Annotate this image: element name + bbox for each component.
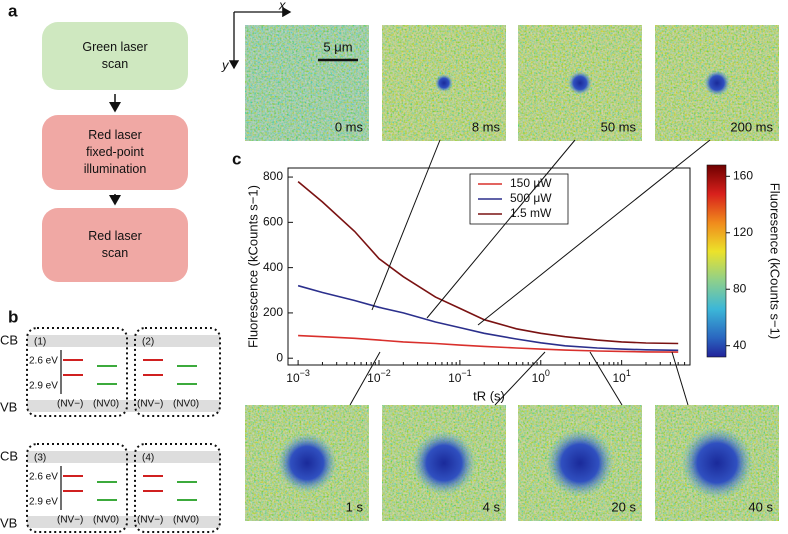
flow-text: illumination	[84, 162, 147, 176]
level-label: 2.6 eV	[29, 356, 58, 367]
colorbar-tick-label: 40	[733, 338, 747, 352]
diagram-frame	[134, 327, 221, 417]
legend-frame	[469, 173, 569, 225]
colorbar-label: Fluoresence (kCounts s−1)	[768, 183, 783, 339]
image-label: 8 ms	[472, 119, 501, 134]
panel-label: a	[8, 1, 18, 20]
depletion-spot	[277, 433, 337, 493]
series-line	[297, 284, 679, 352]
x-tick-label: 10−2	[367, 368, 391, 385]
y-tick-label: 0	[276, 350, 283, 364]
connector	[477, 139, 711, 326]
legend-label: 150 μW	[510, 176, 552, 190]
depletion-spot	[412, 431, 476, 495]
y-tick-label: 600	[263, 215, 283, 229]
flow-box	[42, 208, 188, 282]
species-label: (NV−)	[137, 515, 163, 526]
band-label: CB	[0, 448, 18, 463]
connector	[371, 139, 441, 311]
flow-text: scan	[102, 246, 128, 260]
flow-box	[42, 115, 188, 190]
depletion-spot	[435, 74, 453, 92]
band	[27, 400, 220, 412]
axis-letter: x	[278, 0, 286, 12]
species-label: (NV−)	[57, 515, 83, 526]
scale-bar-label: 5 μm	[323, 39, 352, 54]
species-label: (NV−)	[57, 399, 83, 410]
step-label: (4)	[142, 453, 154, 464]
image-label: 1 s	[346, 499, 364, 514]
flow-text: fixed-point	[86, 145, 144, 159]
connector	[426, 139, 576, 319]
colorbar	[706, 164, 727, 358]
species-label: (NV0)	[173, 399, 199, 410]
image-label: 50 ms	[601, 119, 637, 134]
connector	[349, 351, 381, 406]
step-label: (1)	[34, 337, 46, 348]
image-label: 4 s	[483, 499, 501, 514]
level-label: 2.6 eV	[29, 472, 58, 483]
x-axis-label: tR (s)	[473, 388, 505, 403]
depletion-spot	[704, 70, 730, 96]
connector	[589, 351, 623, 406]
band	[27, 335, 220, 347]
depletion-spot	[568, 71, 592, 95]
connector	[671, 351, 689, 406]
image-noise	[245, 25, 369, 141]
band-label: VB	[0, 515, 17, 530]
series-line	[298, 334, 679, 353]
y-tick-label: 800	[263, 169, 283, 183]
flow-box	[42, 22, 188, 90]
species-label: (NV0)	[173, 515, 199, 526]
panel-label: c	[232, 149, 241, 168]
diagram-frame	[26, 327, 128, 417]
connector	[494, 351, 546, 406]
image-label: 40 s	[748, 499, 773, 514]
flow-text: Red laser	[88, 128, 142, 142]
image-label: 20 s	[611, 499, 636, 514]
panel-label: b	[8, 307, 18, 326]
legend-label: 1.5 mW	[510, 206, 552, 220]
colorbar-tick-label: 160	[733, 168, 753, 182]
species-label: (NV−)	[137, 399, 163, 410]
flow-text: scan	[102, 57, 128, 71]
image-label: 200 ms	[730, 119, 773, 134]
level-label: 2.9 eV	[29, 497, 58, 508]
x-tick-label: 101	[612, 368, 630, 385]
colorbar-tick-label: 120	[733, 225, 753, 239]
flow-text: Green laser	[82, 40, 147, 54]
axis-letter: y	[221, 57, 230, 72]
x-tick-label: 10−1	[448, 368, 472, 385]
x-tick-label: 10−3	[286, 368, 310, 385]
band	[27, 516, 220, 528]
plot-frame	[287, 167, 691, 366]
depletion-spot	[546, 429, 614, 497]
species-label: (NV0)	[93, 399, 119, 410]
band	[27, 451, 220, 463]
species-label: (NV0)	[93, 515, 119, 526]
band-label: VB	[0, 399, 17, 414]
step-label: (3)	[34, 453, 46, 464]
y-tick-label: 200	[263, 305, 283, 319]
y-axis-label: Fluorescence (kCounts s−1)	[245, 185, 260, 348]
diagram-frame	[26, 443, 128, 533]
step-label: (2)	[142, 337, 154, 348]
y-tick-label: 400	[263, 260, 283, 274]
image-label: 0 ms	[335, 119, 364, 134]
flow-text: Red laser	[88, 229, 142, 243]
x-tick-label: 100	[532, 368, 550, 385]
depletion-spot	[681, 427, 753, 499]
level-label: 2.9 eV	[29, 381, 58, 392]
diagram-frame	[134, 443, 221, 533]
legend-label: 500 μW	[510, 191, 552, 205]
colorbar-tick-label: 80	[733, 281, 747, 295]
band-label: CB	[0, 332, 18, 347]
